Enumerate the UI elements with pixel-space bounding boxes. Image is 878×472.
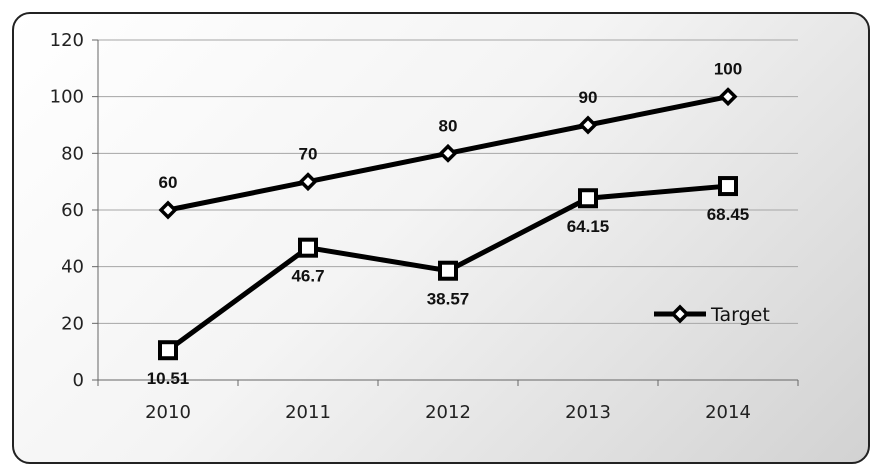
y-axis-tick-labels: 0 20 40 60 80 100 120: [50, 30, 84, 391]
y-tick-label: 0: [73, 370, 84, 391]
axes: [92, 39, 799, 386]
data-label: 60: [159, 173, 178, 192]
square-point: [298, 237, 318, 258]
data-labels: 60 70 80 90 100 10.51 46.7 38.57 64.15 68.45: [147, 60, 750, 389]
legend-label: Target: [710, 304, 770, 326]
data-label: 46.7: [291, 267, 324, 286]
diamond-point: [438, 143, 458, 163]
x-tick-label: 2014: [705, 402, 751, 423]
diamond-point: [158, 200, 178, 220]
data-label: 10.51: [147, 369, 190, 388]
diamond-point: [298, 172, 318, 192]
data-label: 70: [299, 145, 318, 164]
y-tick-label: 80: [61, 143, 84, 164]
legend-diamond-icon: [670, 304, 690, 324]
diamond-point: [578, 115, 598, 135]
x-tick-label: 2013: [565, 402, 611, 423]
data-label: 68.45: [707, 205, 750, 224]
data-label: 80: [439, 116, 458, 135]
x-axis-tick-labels: 2010 2011 2012 2013 2014: [145, 402, 751, 423]
diamond-point: [718, 87, 738, 107]
square-point: [158, 340, 178, 361]
square-point: [438, 260, 458, 281]
line-chart: 0 20 40 60 80 100 120 2010 2011 2012 2013 2014 60 7…: [50, 30, 799, 423]
chart-frame: 0 20 40 60 80 100 120 2010 2011 2012 2013 2014 60 7…: [12, 12, 870, 464]
x-tick-label: 2011: [285, 402, 331, 423]
x-tick-label: 2010: [145, 402, 191, 423]
gridlines: [98, 39, 798, 324]
y-tick-label: 100: [50, 87, 84, 108]
y-tick-label: 60: [61, 200, 84, 221]
x-tick-label: 2012: [425, 402, 471, 423]
square-point: [718, 176, 738, 197]
data-label: 100: [714, 60, 742, 79]
y-tick-label: 20: [61, 313, 84, 334]
legend: Target: [654, 304, 770, 326]
data-label: 38.57: [427, 290, 470, 309]
square-point: [578, 188, 598, 209]
y-tick-label: 120: [50, 30, 84, 51]
y-tick-label: 40: [61, 257, 84, 278]
data-label: 90: [579, 88, 598, 107]
data-label: 64.15: [567, 217, 610, 236]
series-lines: [158, 87, 738, 361]
